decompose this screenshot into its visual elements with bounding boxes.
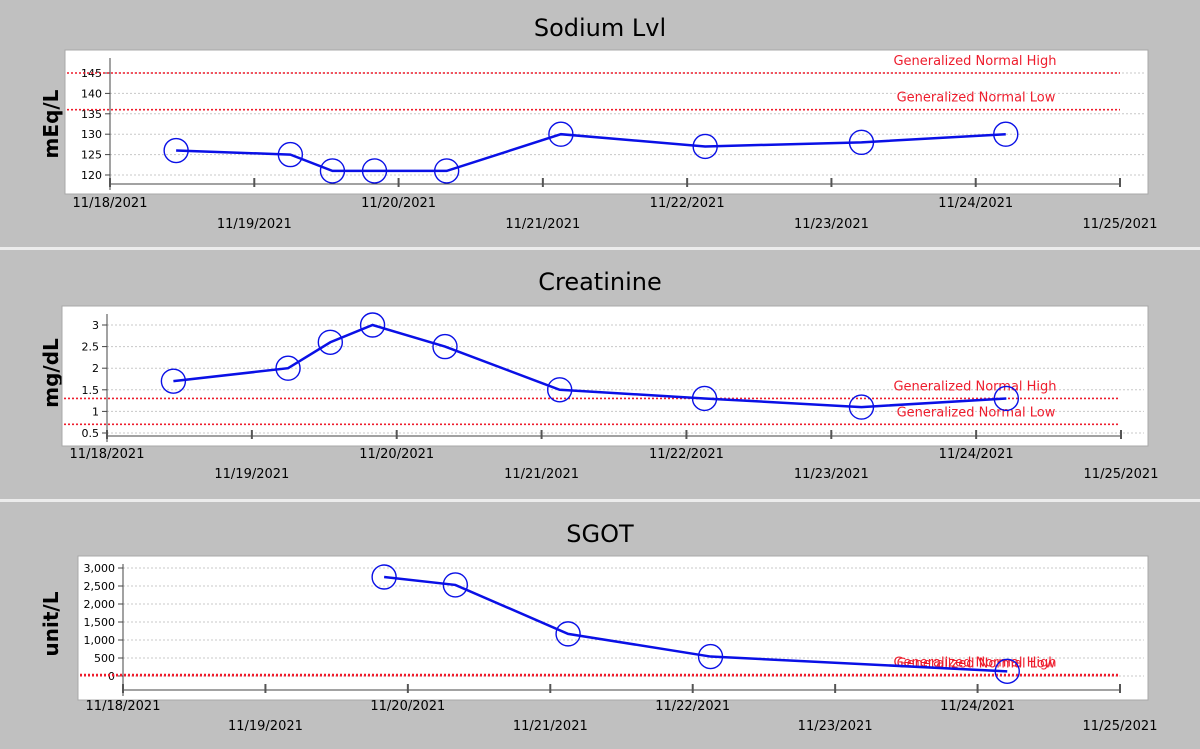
series-line [173,323,1007,409]
y-tick-label: 120 [81,169,102,182]
x-tick-label: 11/21/2021 [513,719,588,734]
y-tick-label: 2,500 [84,580,116,593]
plot-area [61,305,1149,447]
reference-line-label: Generalized Normal Low [897,91,1056,106]
data-point [555,621,581,647]
y-tick-label: 0.5 [82,427,100,440]
data-point [993,385,1020,412]
data-point [697,643,724,670]
x-tick-label: 11/21/2021 [505,217,580,232]
x-tick-label: 11/25/2021 [1084,467,1159,482]
y-tick-label: 3,000 [84,562,116,575]
reference-line-label: Generalized Normal Low [897,405,1056,420]
data-point [692,133,718,160]
data-point [361,158,388,184]
x-tick-label: 11/21/2021 [504,467,579,482]
reference-line-label: Generalized Normal High [893,379,1056,394]
y-tick-label: 140 [81,87,102,100]
x-tick-label: 11/22/2021 [650,196,725,211]
reference-line-label: Generalized Normal High [893,54,1056,69]
y-axis-label: mEq/L [39,89,63,158]
plot-area [64,49,1149,195]
y-tick-label: 1,500 [84,616,116,629]
creatinine-chart: Creatinine mg/dL 0.5 1 1.5 2 2.5 3 11/18/2021 11/… [39,268,1159,482]
chart-title: SGOT [566,520,634,548]
y-tick-label: 135 [81,108,102,121]
plot-area [77,555,1149,701]
y-axis-label: unit/L [39,591,63,656]
x-tick-label: 11/20/2021 [370,699,445,714]
x-tick-label: 11/18/2021 [73,196,148,211]
x-tick-label: 11/25/2021 [1083,719,1158,734]
x-tick-label: 11/19/2021 [217,217,292,232]
data-point [993,121,1019,147]
data-point [691,385,718,412]
x-tick-label: 11/19/2021 [214,467,289,482]
data-point [433,158,460,184]
data-point [359,312,386,338]
data-point [371,564,397,590]
x-tick-label: 11/23/2021 [794,467,869,482]
x-tick-label: 11/22/2021 [655,699,730,714]
data-point [442,572,469,598]
y-tick-label: 1.5 [82,384,100,397]
y-tick-label: 2,000 [84,598,116,611]
y-tick-label: 2.5 [82,341,100,354]
data-point [994,658,1020,685]
data-point [546,377,573,403]
x-tick-label: 11/22/2021 [649,447,724,462]
chart-panel-sgot: SGOT unit/L 0 500 1,000 1,500 2,000 2,500 3,000 1… [0,502,1200,749]
series-line [383,575,1008,673]
chart-panel-creatinine: Creatinine mg/dL 0.5 1 1.5 2 2.5 3 11/18/2021 11/… [0,250,1200,499]
data-point [275,355,301,381]
data-point [319,158,346,184]
x-tick-label: 11/18/2021 [86,699,161,714]
chart-title: Creatinine [538,268,662,296]
y-tick-label: 2 [92,362,99,375]
panel-divider [0,499,1200,502]
x-tick-label: 11/23/2021 [794,217,869,232]
data-point [160,368,187,394]
x-tick-label: 11/24/2021 [940,699,1015,714]
data-point [848,394,875,420]
sodium-chart: Sodium LvlmEq/L12012513013514014511/18/2… [39,14,1158,232]
sgot-chart: SGOT unit/L 0 500 1,000 1,500 2,000 2,500 3,000 1… [39,520,1158,734]
panel-divider [0,247,1200,250]
x-tick-label: 11/20/2021 [359,447,434,462]
x-tick-label: 11/19/2021 [228,719,303,734]
data-point [277,141,304,168]
data-point [848,129,875,156]
y-tick-label: 130 [81,128,102,141]
data-point [317,329,344,355]
x-tick-label: 11/18/2021 [70,447,145,462]
y-tick-label: 1 [92,405,99,418]
x-tick-label: 11/23/2021 [798,719,873,734]
y-tick-label: 125 [81,149,102,162]
x-tick-label: 11/25/2021 [1083,217,1158,232]
data-point [163,137,189,164]
chart-panel-sodium: Sodium Lvl mEq/L 120 125 130 135 140 145 11/18/2… [0,0,1200,247]
x-tick-label: 11/24/2021 [939,447,1014,462]
x-tick-label: 11/20/2021 [361,196,436,211]
y-tick-label: 1,000 [84,634,116,647]
x-tick-label: 11/24/2021 [938,196,1013,211]
series-line [176,132,1006,173]
chart-title: Sodium Lvl [534,14,666,42]
data-point [548,121,574,147]
y-tick-label: 3 [92,319,99,332]
data-point [432,333,458,360]
y-tick-label: 500 [94,652,115,665]
y-axis-label: mg/dL [39,338,63,408]
y-tick-label: 0 [108,670,115,683]
